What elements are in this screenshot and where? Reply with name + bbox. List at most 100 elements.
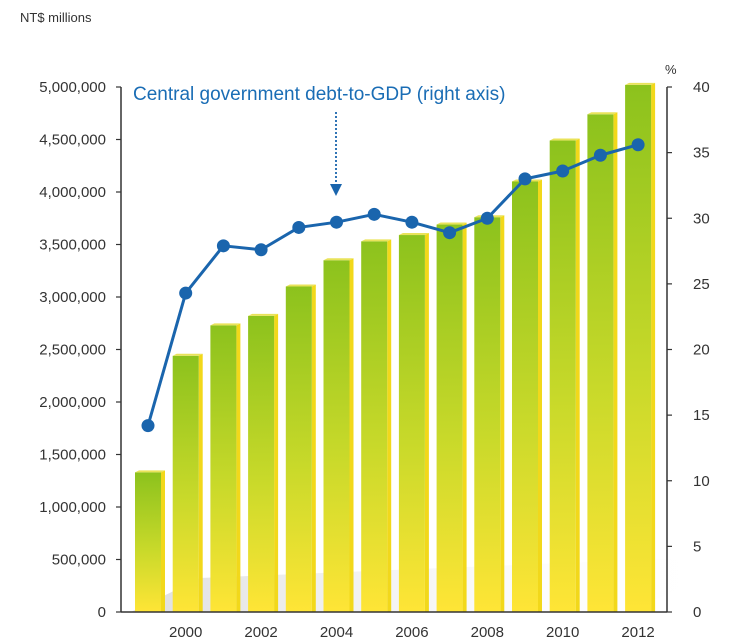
bar-side: [500, 215, 505, 612]
bar-side: [538, 179, 542, 612]
bar-front: [172, 355, 199, 612]
right-tick-label: 25: [693, 276, 710, 293]
bar-side: [311, 284, 316, 612]
debt-to-gdp-point: [141, 419, 155, 433]
bar: [135, 470, 165, 612]
bar: [625, 82, 656, 612]
left-tick-label: 2,500,000: [39, 342, 106, 359]
bar-top: [135, 470, 165, 473]
debt-to-gdp-point: [216, 239, 230, 253]
bar-front: [135, 472, 161, 612]
bar-top: [248, 313, 279, 316]
annotation-arrow-head: [330, 184, 342, 196]
debt-to-gdp-point: [179, 286, 193, 300]
bar-front: [361, 241, 388, 612]
bar-side: [424, 233, 429, 613]
bar-top: [549, 138, 580, 141]
debt-to-gdp-point: [254, 243, 268, 257]
bar: [549, 138, 580, 613]
right-tick-label: 30: [693, 210, 710, 227]
bar-top: [285, 284, 316, 287]
bar: [512, 179, 542, 612]
bar-side: [198, 353, 203, 612]
x-tick-label: 2008: [471, 624, 504, 641]
bar-front: [587, 114, 614, 613]
bar: [172, 353, 203, 612]
left-tick-label: 500,000: [52, 552, 106, 569]
bar-front: [398, 235, 425, 613]
bar-top: [625, 82, 656, 85]
bar-front: [323, 260, 350, 612]
x-tick-label: 2006: [395, 624, 428, 641]
debt-to-gdp-point: [556, 164, 570, 178]
left-tick-label: 3,000,000: [39, 289, 106, 306]
bar-front: [210, 325, 237, 612]
bar-front: [474, 217, 501, 612]
left-tick-label: 1,000,000: [39, 499, 106, 516]
left-tick-label: 3,500,000: [39, 237, 106, 254]
right-tick-label: 5: [693, 538, 701, 555]
bar-top: [587, 112, 618, 115]
annotation-label: Central government debt-to-GDP (right ax…: [133, 84, 505, 105]
bar: [361, 239, 392, 612]
bar-top: [361, 239, 392, 242]
left-tick-label: 1,500,000: [39, 447, 106, 464]
bar: [587, 112, 618, 613]
bar: [323, 258, 354, 612]
bar: [474, 215, 505, 612]
debt-to-gdp-point: [405, 215, 419, 229]
x-tick-label: 2004: [320, 624, 353, 641]
left-tick-label: 4,000,000: [39, 184, 106, 201]
debt-to-gdp-point: [330, 215, 343, 229]
bar: [398, 233, 429, 613]
bar-top: [436, 222, 467, 225]
left-axis-unit: NT$ millions: [20, 10, 92, 25]
bar-side: [387, 239, 392, 612]
bar-top: [323, 258, 354, 261]
bar: [436, 222, 467, 613]
bar-side: [274, 313, 279, 612]
x-tick-label: 2002: [244, 624, 277, 641]
bar-front: [285, 286, 312, 612]
bar-front: [549, 140, 576, 613]
debt-to-gdp-point: [367, 207, 381, 221]
bar-side: [575, 138, 580, 613]
bar-top: [172, 353, 203, 356]
bar-side: [236, 323, 241, 612]
debt-to-gdp-point: [443, 226, 457, 240]
left-tick-label: 5,000,000: [39, 79, 106, 96]
left-tick-label: 0: [98, 604, 106, 621]
x-tick-label: 2000: [169, 624, 202, 641]
x-tick-label: 2010: [546, 624, 579, 641]
debt-to-gdp-point: [480, 211, 494, 225]
bar-top: [398, 233, 429, 236]
left-tick-label: 2,000,000: [39, 394, 106, 411]
bar-side: [651, 82, 656, 612]
debt-to-gdp-point: [292, 220, 306, 234]
bar-side: [613, 112, 618, 613]
debt-to-gdp-point: [631, 138, 645, 152]
right-tick-label: 15: [693, 407, 710, 424]
bar-side: [462, 222, 467, 613]
bar-front: [512, 181, 538, 612]
right-tick-label: 35: [693, 145, 710, 162]
debt-to-gdp-point: [518, 172, 532, 186]
x-tick-label: 2012: [621, 624, 654, 641]
bar: [285, 284, 316, 612]
bar: [248, 313, 279, 612]
bar-front: [625, 84, 652, 612]
bar: [210, 323, 241, 612]
right-tick-label: 10: [693, 473, 710, 490]
bar-side: [349, 258, 354, 612]
right-tick-label: 0: [693, 604, 701, 621]
bar-top: [210, 323, 241, 326]
right-axis-unit: %: [665, 62, 677, 77]
left-tick-label: 4,500,000: [39, 132, 106, 149]
debt-to-gdp-point: [593, 148, 607, 162]
bar-side: [161, 470, 165, 612]
bar-front: [436, 224, 463, 613]
right-tick-label: 40: [693, 79, 710, 96]
right-tick-label: 20: [693, 342, 710, 359]
bar-front: [248, 315, 275, 612]
